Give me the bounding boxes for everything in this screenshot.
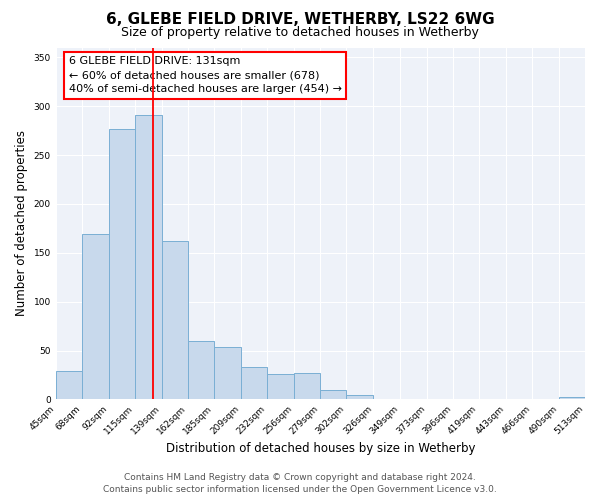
Bar bbox=[109, 128, 135, 400]
Bar bbox=[214, 346, 241, 400]
Bar bbox=[135, 115, 162, 400]
X-axis label: Distribution of detached houses by size in Wetherby: Distribution of detached houses by size … bbox=[166, 442, 475, 455]
Text: 6 GLEBE FIELD DRIVE: 131sqm
← 60% of detached houses are smaller (678)
40% of se: 6 GLEBE FIELD DRIVE: 131sqm ← 60% of det… bbox=[69, 56, 342, 94]
Bar bbox=[82, 234, 109, 400]
Bar bbox=[241, 367, 267, 400]
Text: Size of property relative to detached houses in Wetherby: Size of property relative to detached ho… bbox=[121, 26, 479, 39]
Bar bbox=[346, 394, 373, 400]
Bar bbox=[373, 398, 400, 400]
Y-axis label: Number of detached properties: Number of detached properties bbox=[15, 130, 28, 316]
Bar bbox=[559, 396, 585, 400]
Bar bbox=[188, 341, 214, 400]
Bar bbox=[56, 371, 82, 400]
Bar bbox=[452, 398, 479, 400]
Text: Contains HM Land Registry data © Crown copyright and database right 2024.
Contai: Contains HM Land Registry data © Crown c… bbox=[103, 473, 497, 494]
Bar bbox=[267, 374, 295, 400]
Bar bbox=[162, 241, 188, 400]
Bar bbox=[295, 373, 320, 400]
Bar bbox=[320, 390, 346, 400]
Text: 6, GLEBE FIELD DRIVE, WETHERBY, LS22 6WG: 6, GLEBE FIELD DRIVE, WETHERBY, LS22 6WG bbox=[106, 12, 494, 28]
